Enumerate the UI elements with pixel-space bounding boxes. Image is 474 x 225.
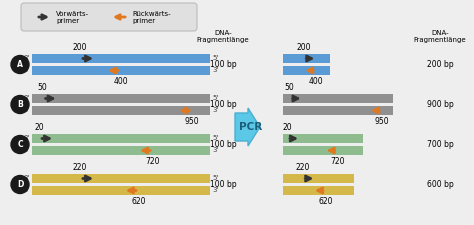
Text: 900 bp: 900 bp bbox=[427, 100, 453, 109]
Text: DNA-
Fragmentlänge: DNA- Fragmentlänge bbox=[197, 30, 249, 43]
Circle shape bbox=[11, 135, 29, 153]
Text: 5': 5' bbox=[24, 68, 30, 74]
Text: Rückwärts-
primer: Rückwärts- primer bbox=[132, 11, 171, 23]
Text: 600 bp: 600 bp bbox=[427, 180, 453, 189]
Bar bbox=[283, 186, 355, 195]
Text: DNA-
Fragmentlänge: DNA- Fragmentlänge bbox=[414, 30, 466, 43]
Text: 3': 3' bbox=[24, 56, 30, 61]
Text: 720: 720 bbox=[330, 157, 345, 166]
Bar bbox=[32, 146, 210, 155]
Text: 700 bp: 700 bp bbox=[427, 140, 453, 149]
Text: 3': 3' bbox=[212, 148, 219, 153]
Text: Vorwärts-
primer: Vorwärts- primer bbox=[56, 11, 89, 23]
Bar bbox=[283, 174, 355, 183]
Bar bbox=[283, 134, 363, 143]
Text: C: C bbox=[17, 140, 23, 149]
Bar bbox=[283, 54, 330, 63]
Text: 200: 200 bbox=[73, 43, 87, 52]
Text: B: B bbox=[17, 100, 23, 109]
Circle shape bbox=[11, 176, 29, 194]
Text: 5': 5' bbox=[24, 187, 30, 194]
Text: 5': 5' bbox=[212, 176, 218, 182]
Text: 620: 620 bbox=[132, 197, 146, 206]
Text: 5': 5' bbox=[212, 95, 218, 101]
Text: 620: 620 bbox=[319, 197, 333, 206]
Bar bbox=[32, 94, 210, 103]
FancyArrow shape bbox=[235, 108, 260, 146]
Text: 5': 5' bbox=[24, 148, 30, 153]
Text: 220: 220 bbox=[295, 163, 310, 172]
Text: 5': 5' bbox=[212, 56, 218, 61]
Text: 20: 20 bbox=[34, 123, 44, 132]
Text: 100 bp: 100 bp bbox=[210, 180, 237, 189]
Text: D: D bbox=[17, 180, 23, 189]
Text: 3': 3' bbox=[212, 68, 219, 74]
Text: 50: 50 bbox=[285, 83, 294, 92]
Bar bbox=[32, 174, 210, 183]
Text: 3': 3' bbox=[24, 135, 30, 142]
Text: 950: 950 bbox=[185, 117, 200, 126]
Circle shape bbox=[11, 56, 29, 74]
Text: 400: 400 bbox=[309, 77, 323, 86]
Text: 220: 220 bbox=[73, 163, 87, 172]
Text: 100 bp: 100 bp bbox=[210, 140, 237, 149]
Text: PCR: PCR bbox=[239, 122, 262, 132]
Bar bbox=[283, 146, 363, 155]
Text: 3': 3' bbox=[24, 95, 30, 101]
Bar bbox=[32, 134, 210, 143]
Bar bbox=[283, 106, 393, 115]
Bar bbox=[32, 186, 210, 195]
Text: 950: 950 bbox=[374, 117, 389, 126]
Bar bbox=[32, 54, 210, 63]
Text: 3': 3' bbox=[212, 187, 219, 194]
Text: A: A bbox=[17, 60, 23, 69]
Bar bbox=[32, 66, 210, 75]
Bar bbox=[283, 94, 393, 103]
Text: 100 bp: 100 bp bbox=[210, 100, 237, 109]
Text: 3': 3' bbox=[24, 176, 30, 182]
Circle shape bbox=[11, 95, 29, 113]
Text: 50: 50 bbox=[38, 83, 47, 92]
FancyBboxPatch shape bbox=[21, 3, 197, 31]
Text: 5': 5' bbox=[24, 108, 30, 113]
Text: 720: 720 bbox=[146, 157, 160, 166]
Text: 5': 5' bbox=[212, 135, 218, 142]
Text: 100 bp: 100 bp bbox=[210, 60, 237, 69]
Bar bbox=[283, 66, 330, 75]
Bar bbox=[32, 106, 210, 115]
Text: 400: 400 bbox=[114, 77, 128, 86]
Text: 200: 200 bbox=[296, 43, 310, 52]
Text: 200 bp: 200 bp bbox=[427, 60, 453, 69]
Text: 20: 20 bbox=[282, 123, 292, 132]
Text: 3': 3' bbox=[212, 108, 219, 113]
